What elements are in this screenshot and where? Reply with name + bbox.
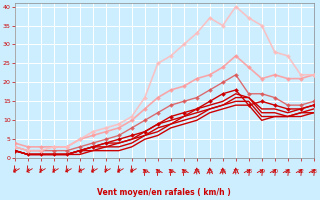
X-axis label: Vent moyen/en rafales ( km/h ): Vent moyen/en rafales ( km/h ) [97, 188, 231, 197]
